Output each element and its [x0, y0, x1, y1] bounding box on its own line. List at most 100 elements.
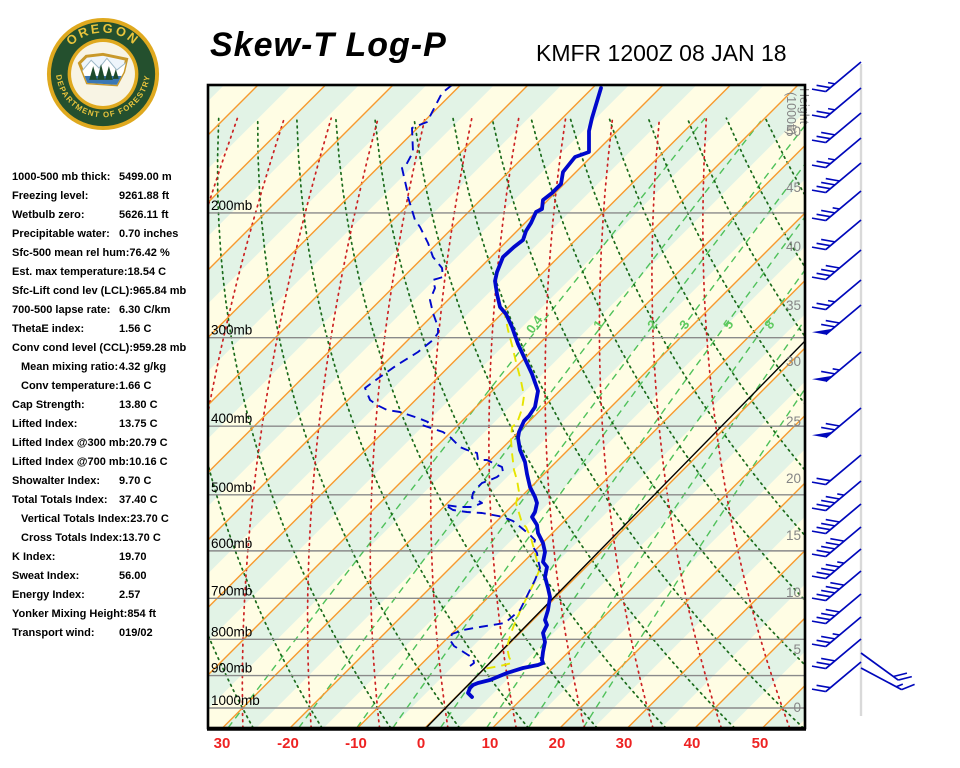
index-value: 20.79 C: [129, 437, 168, 449]
index-row: Mean mixing ratio: 4.32 g/kg: [12, 358, 214, 377]
index-label: Sweat Index:: [12, 570, 80, 582]
index-row: Conv cond level (CCL): 959.28 mb: [12, 339, 214, 358]
pressure-label: 300mb: [211, 323, 252, 338]
temperature-axis-label: 20: [549, 735, 566, 752]
index-row: Yonker Mixing Height: 854 ft: [12, 605, 214, 624]
index-label: 1000-500 mb thick:: [12, 171, 111, 183]
index-value: 5499.00 m: [119, 171, 172, 183]
pressure-lines: [208, 212, 805, 709]
pressure-label: 800mb: [211, 624, 252, 639]
pressure-label: 600mb: [211, 536, 252, 551]
index-label: Yonker Mixing Height:: [12, 608, 128, 620]
wetbulb-trace: [482, 280, 540, 670]
index-label: Conv temperature:: [21, 380, 119, 392]
index-row: Energy Index: 2.57: [12, 586, 214, 605]
index-row: Showalter Index: 9.70 C: [12, 472, 214, 491]
height-label: 20: [786, 471, 801, 486]
dewpoint-trace: [364, 85, 541, 667]
index-label: Total Totals Index:: [12, 494, 108, 506]
index-value: 1.66 C: [119, 380, 152, 392]
index-value: 854 ft: [127, 608, 157, 620]
wind-barb: [811, 548, 862, 580]
index-row: Lifted Index @300 mb: 20.79 C: [12, 434, 214, 453]
index-row: K Index: 19.70: [12, 548, 214, 567]
wind-barb: [860, 652, 912, 681]
wind-barb: [811, 190, 862, 222]
page-title: Skew-T Log-P: [210, 26, 447, 64]
wind-barb: [811, 570, 862, 602]
temperature-axis-label: 30: [616, 735, 633, 752]
index-label: Lifted Index @700 mb:: [12, 456, 130, 468]
index-label: Freezing level:: [12, 190, 89, 202]
index-label: Mean mixing ratio:: [21, 361, 119, 373]
index-row: 700-500 lapse rate: 6.30 C/km: [12, 301, 214, 320]
index-label: Conv cond level (CCL):: [12, 342, 134, 354]
index-label: Cap Strength:: [12, 399, 85, 411]
height-label: 25: [786, 414, 801, 429]
odf-logo-seal: OREGON DEPARTMENT OF FORESTRY: [46, 17, 160, 131]
index-row: Transport wind: 019/02: [12, 624, 214, 643]
index-value: 959.28 mb: [133, 342, 187, 354]
index-value: 2.57: [119, 589, 141, 601]
index-row: Cap Strength: 13.80 C: [12, 396, 214, 415]
temperature-axis-label: -10: [345, 735, 367, 752]
index-value: 18.54 C: [127, 266, 167, 278]
isotherms: [208, 85, 805, 728]
temperature-axis-label: 30: [214, 735, 231, 752]
pressure-label: 200mb: [211, 198, 252, 213]
wind-barbs: [811, 61, 915, 693]
height-label: 50: [786, 124, 801, 139]
wind-barb: [811, 249, 862, 281]
zero-reference-line: [425, 340, 805, 728]
index-label: Wetbulb zero:: [12, 209, 85, 221]
wind-barb: [811, 219, 862, 251]
indices-panel: 1000-500 mb thick: 5499.00 m Freezing leve…: [12, 168, 214, 643]
index-value: 9261.88 ft: [119, 190, 170, 202]
temperature-axis-labels: 30 -20 -10 0 10 20 30 40 50: [214, 735, 769, 752]
wind-barb: [811, 503, 862, 535]
wind-barb: [811, 593, 862, 625]
index-row: Vertical Totals Index: 23.70 C: [12, 510, 214, 529]
index-row: Conv temperature: 1.66 C: [12, 377, 214, 396]
wind-barb: [811, 616, 862, 648]
index-value: 37.40 C: [119, 494, 158, 506]
index-label: Sfc-Lift cond lev (LCL):: [12, 285, 133, 297]
wind-barb: [811, 480, 862, 512]
index-label: Precipitable water:: [12, 228, 110, 240]
index-label: Cross Totals Index:: [21, 532, 123, 544]
temperature-axis-label: 40: [684, 735, 701, 752]
index-row: Wetbulb zero: 5626.11 ft: [12, 206, 214, 225]
height-label: 40: [786, 239, 801, 254]
wind-barb: [811, 526, 862, 558]
index-label: Showalter Index:: [12, 475, 101, 487]
height-label: 15: [786, 528, 801, 543]
wind-barb: [811, 87, 862, 119]
index-value: 13.80 C: [119, 399, 158, 411]
index-row: Sfc-500 mean rel hum: 76.42 %: [12, 244, 214, 263]
index-row: Sweat Index: 56.00: [12, 567, 214, 586]
index-value: 9.70 C: [119, 475, 152, 487]
index-value: 23.70 C: [130, 513, 169, 525]
wind-barb: [811, 112, 862, 144]
index-label: K Index:: [12, 551, 56, 563]
pressure-label: 500mb: [211, 480, 252, 495]
wind-barb: [811, 304, 862, 336]
index-row: Precipitable water: 0.70 inches: [12, 225, 214, 244]
index-label: Est. max temperature:: [12, 266, 128, 278]
wind-barb: [811, 407, 862, 439]
wind-barb: [811, 661, 862, 693]
wind-barb: [811, 137, 862, 169]
index-value: 1.56 C: [119, 323, 152, 335]
temperature-trace: [466, 86, 603, 699]
wind-barb: [811, 351, 862, 383]
index-value: 10.16 C: [129, 456, 168, 468]
index-label: Vertical Totals Index:: [21, 513, 131, 525]
index-value: 0.70 inches: [119, 228, 179, 240]
index-row: ThetaE index: 1.56 C: [12, 320, 214, 339]
index-value: 4.32 g/kg: [119, 361, 167, 373]
index-value: 019/02: [119, 627, 153, 639]
temperature-axis-label: 50: [752, 735, 769, 752]
